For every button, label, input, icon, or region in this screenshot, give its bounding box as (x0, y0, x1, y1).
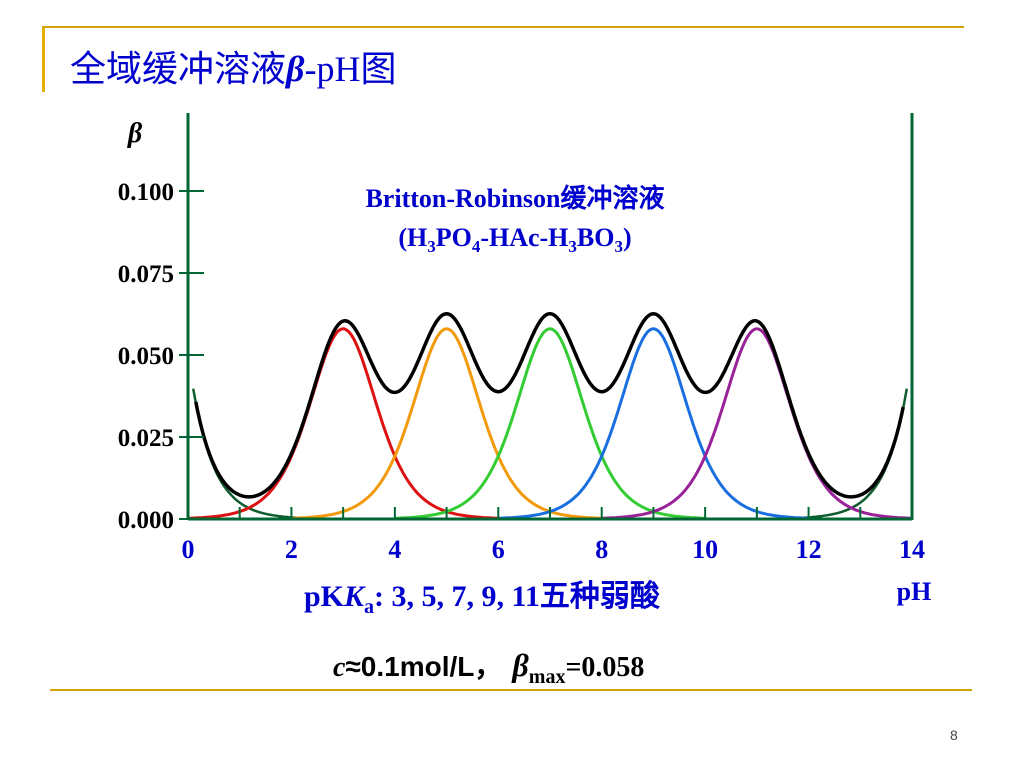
component-curve-pka-7 (394, 327, 706, 520)
x-tick-label: 0 (182, 535, 195, 564)
inner-title-line2: (H3PO4-HAc-H3BO3) (398, 223, 631, 256)
inner-title-line1: Britton-Robinson缓冲溶液 (365, 183, 664, 213)
pka-note: pKKa: 3, 5, 7, 9, 11五种弱酸 (304, 580, 661, 618)
top-divider (42, 26, 964, 28)
x-tick-label: 14 (899, 535, 925, 564)
component-curve-pka-11 (601, 327, 912, 520)
x-tick-label: 6 (492, 535, 505, 564)
x-tick-label: 8 (595, 535, 608, 564)
component-curve-pka-3 (188, 327, 499, 520)
curve-layer (188, 311, 912, 521)
condition-note: c≈0.1mol/L， βmax=0.058 (333, 647, 644, 688)
x-unit-label: pH (897, 577, 932, 606)
title-accent-bar (42, 26, 45, 92)
page-number: 8 (950, 727, 958, 743)
total-buffer-curve (194, 311, 905, 499)
y-tick-label: 0.075 (118, 261, 174, 288)
y-tick-label: 0.100 (118, 179, 174, 206)
x-tick-label: 4 (388, 535, 401, 564)
y-tick-label: 0.025 (118, 425, 174, 452)
inner-title-text: Britton-Robinson缓冲溶液 (365, 183, 664, 213)
x-tick-label: 12 (796, 535, 822, 564)
component-curve-pka-9 (498, 327, 809, 520)
slide-title: 全域缓冲溶液β-pH图 (70, 49, 397, 90)
axes-layer: 0.000 0.025 0.050 0.075 0.100 0 2 4 6 8 10 12 14 (118, 113, 925, 564)
component-curve-pka-5 (291, 327, 602, 520)
y-tick-label: 0.000 (118, 507, 174, 534)
bottom-divider (50, 689, 972, 691)
x-tick-label: 2 (285, 535, 298, 564)
y-axis-label: β (127, 118, 143, 149)
x-tick-label: 10 (692, 535, 718, 564)
y-tick-label: 0.050 (118, 343, 174, 370)
